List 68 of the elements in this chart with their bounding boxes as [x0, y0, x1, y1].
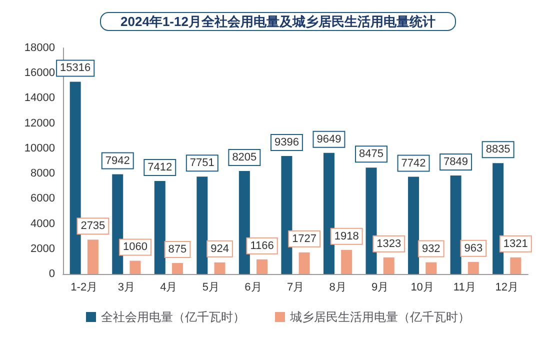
y-tick-label: 4000 — [30, 218, 55, 230]
data-label: 8205 — [232, 151, 257, 164]
bar — [154, 180, 166, 274]
data-label: 7942 — [105, 154, 130, 167]
bar — [112, 174, 124, 274]
bar — [426, 262, 437, 274]
data-label: 1727 — [292, 232, 317, 245]
data-label: 1321 — [503, 238, 528, 250]
bar — [70, 82, 81, 274]
bar — [196, 176, 208, 274]
x-tick-label: 1-2月 — [70, 282, 98, 294]
bar — [214, 262, 226, 274]
data-label: 932 — [422, 242, 440, 255]
x-tick-label: 12月 — [495, 282, 518, 294]
data-label: 7849 — [444, 156, 468, 168]
y-tick-label: 18000 — [24, 42, 55, 54]
bar — [366, 168, 377, 274]
x-tick-label: 4月 — [160, 282, 178, 294]
bar — [468, 262, 479, 274]
data-label: 2735 — [80, 220, 106, 232]
data-label: 1918 — [334, 230, 359, 242]
bar — [238, 170, 250, 274]
data-label: 1060 — [122, 241, 148, 254]
x-tick-label: 10月 — [410, 282, 434, 294]
x-tick-label: 9月 — [371, 282, 389, 294]
x-tick-label: 5月 — [202, 282, 220, 294]
bar — [130, 260, 141, 274]
bar — [87, 240, 98, 274]
y-tick-label: 6000 — [30, 192, 55, 205]
bar — [408, 176, 420, 274]
data-label: 9649 — [316, 133, 342, 146]
y-tick-label: 10000 — [24, 142, 55, 154]
bar — [510, 257, 522, 274]
data-label: 8835 — [486, 144, 510, 156]
bar — [281, 156, 292, 274]
y-tick-label: 14000 — [24, 92, 55, 104]
data-label: 875 — [168, 244, 187, 256]
y-tick-label: 16000 — [24, 67, 55, 80]
data-label: 15316 — [60, 62, 91, 74]
bar — [383, 257, 394, 274]
legend-label: 全社会用电量（亿千瓦时） — [101, 310, 245, 324]
bar — [323, 152, 334, 274]
bar — [450, 175, 462, 274]
chart-title: 2024年1-12月全社会用电量及城乡居民生活用电量统计 — [120, 14, 436, 29]
data-label: 9396 — [274, 136, 299, 149]
data-label: 963 — [464, 242, 483, 254]
bar — [172, 263, 183, 274]
y-tick-label: 8000 — [30, 168, 55, 180]
data-label: 8475 — [359, 148, 384, 160]
data-label: 7412 — [148, 161, 172, 174]
y-tick-label: 0 — [48, 268, 55, 280]
x-tick-label: 7月 — [286, 282, 304, 294]
data-label: 1323 — [376, 238, 402, 250]
bar — [341, 250, 352, 274]
bar — [298, 252, 310, 274]
bar — [492, 163, 504, 274]
data-label: 924 — [210, 242, 229, 255]
y-tick-label: 2000 — [30, 242, 55, 255]
data-label: 7751 — [190, 157, 214, 170]
data-label: 1166 — [250, 240, 274, 252]
data-label: 7742 — [401, 157, 426, 170]
x-tick-label: 11月 — [453, 282, 476, 294]
bar — [256, 259, 268, 274]
x-tick-label: 3月 — [118, 282, 135, 294]
y-tick-label: 12000 — [24, 117, 55, 130]
x-tick-label: 6月 — [244, 282, 262, 294]
x-tick-label: 8月 — [329, 282, 346, 294]
legend-label: 城乡居民生活用电量（亿千瓦时） — [289, 310, 470, 324]
